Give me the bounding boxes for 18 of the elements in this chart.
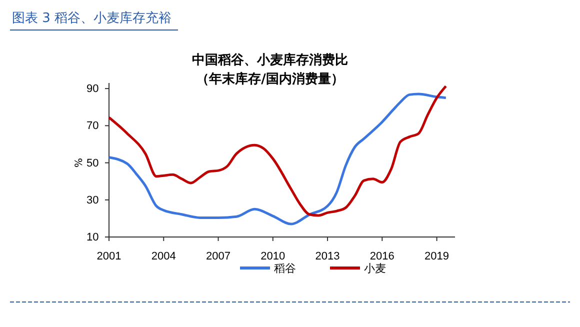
x-tick-label: 2001 (96, 250, 122, 262)
y-tick-label: 30 (86, 194, 99, 206)
x-tick-label: 2016 (370, 250, 394, 262)
y-tick-label: 10 (86, 232, 99, 244)
y-tick-label: 70 (86, 120, 99, 132)
x-tick-label: 2004 (151, 250, 176, 262)
legend-label: 稻谷 (274, 262, 296, 275)
text: 图表 3 稻谷、小麦库存充裕 (12, 11, 172, 26)
chart-subtitle: （年末库存/国内消费量） (196, 71, 344, 87)
x-tick-label: 2019 (424, 250, 450, 262)
chart-title: 中国稻谷、小麦库存消费比 (192, 52, 348, 68)
legend-label: 小麦 (364, 262, 386, 275)
y-tick-label: 50 (86, 157, 99, 170)
y-tick-label: 90 (86, 83, 99, 96)
x-tick-label: 2010 (260, 250, 286, 262)
x-tick-label: 2013 (315, 250, 340, 262)
y-axis-title: % (74, 158, 85, 168)
x-tick-label: 2007 (206, 250, 231, 262)
